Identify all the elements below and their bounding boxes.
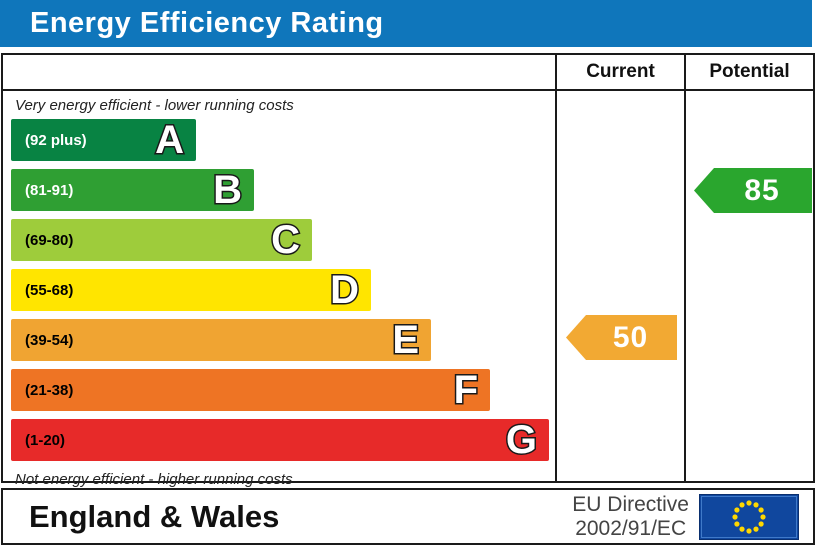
region-label: England & Wales <box>29 498 280 534</box>
potential-rating-arrow: 85 <box>694 168 812 213</box>
table-body-row: Very energy efficient - lower running co… <box>3 91 813 487</box>
rating-table: Current Potential Very energy efficient … <box>1 53 815 487</box>
rating-band: (21-38) F <box>11 368 490 412</box>
eu-flag-icon <box>699 493 799 540</box>
band-letter: A <box>154 118 186 162</box>
potential-rating-value: 85 <box>744 173 780 207</box>
current-rating-value: 50 <box>612 320 649 354</box>
band-range-label: (1-20) <box>25 431 66 449</box>
table-header-row: Current Potential <box>3 55 813 91</box>
band-range-label: (55-68) <box>25 281 74 299</box>
potential-column <box>684 91 813 481</box>
rating-band: (69-80) C <box>11 218 312 262</box>
title-bar: Energy Efficiency Rating <box>0 0 812 47</box>
rating-band: (55-68) D <box>11 268 371 312</box>
band-range-label: (92 plus) <box>25 131 87 149</box>
band-letter: D <box>329 268 361 312</box>
rating-band: (81-91) B <box>11 168 254 212</box>
band-letter: C <box>270 218 302 262</box>
current-column <box>555 91 684 481</box>
rating-band: (39-54) E <box>11 318 431 362</box>
eu-directive-line1: EU Directive <box>572 492 689 516</box>
band-letter: F <box>452 368 479 412</box>
band-letter: B <box>212 168 244 212</box>
band-range-label: (39-54) <box>25 331 74 349</box>
bottom-caption: Not energy efficient - higher running co… <box>15 471 293 488</box>
band-range-label: (21-38) <box>25 381 74 399</box>
column-header-potential: Potential <box>684 55 813 89</box>
band-range-label: (69-80) <box>25 231 74 249</box>
rating-band: (92 plus) A <box>11 118 196 162</box>
bands-area: Very energy efficient - lower running co… <box>3 91 555 487</box>
top-caption: Very energy efficient - lower running co… <box>15 97 294 114</box>
band-letter: G <box>504 418 538 462</box>
rating-bands: (92 plus) A (81-91) B (69-80) C (55-68) … <box>11 118 555 462</box>
eu-directive-label: EU Directive 2002/91/EC <box>572 493 689 540</box>
band-letter: E <box>391 318 421 362</box>
eu-directive-line2: 2002/91/EC <box>575 516 687 540</box>
rating-band: (1-20) G <box>11 418 549 462</box>
page-title: Energy Efficiency Rating <box>30 7 384 39</box>
band-range-label: (81-91) <box>25 181 74 199</box>
column-header-current: Current <box>555 55 684 89</box>
current-rating-arrow: 50 <box>566 315 677 360</box>
header-spacer-cell <box>3 55 555 89</box>
footer-bar: England & Wales EU Directive 2002/91/EC <box>1 488 815 545</box>
